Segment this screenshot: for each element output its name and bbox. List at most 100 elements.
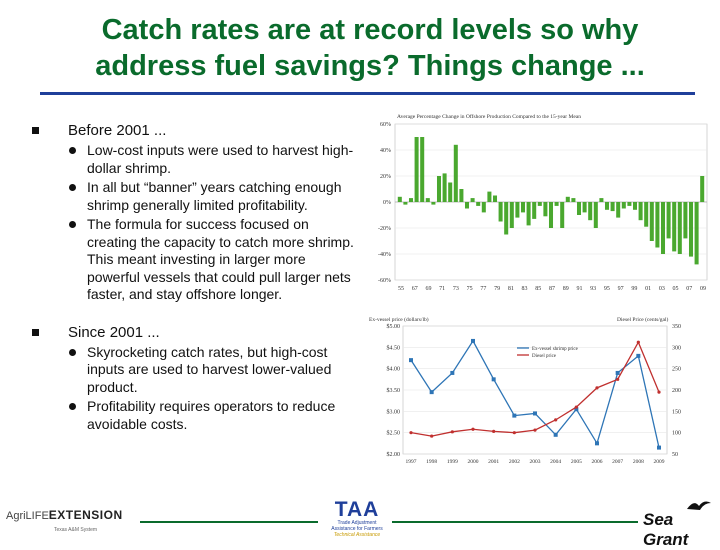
chart-title: Average Percentage Change in Offshore Pr… bbox=[397, 113, 581, 120]
legend-label: Diesel price bbox=[532, 354, 557, 359]
round-bullet-icon bbox=[69, 348, 76, 356]
bar bbox=[582, 202, 587, 213]
x-tick-label: 2005 bbox=[571, 459, 582, 465]
bird-icon bbox=[687, 501, 711, 510]
data-point bbox=[450, 430, 454, 434]
bar bbox=[588, 202, 593, 221]
bar bbox=[560, 202, 565, 228]
bar bbox=[700, 176, 705, 202]
bar bbox=[593, 202, 598, 228]
extension-text: EXTENSION bbox=[48, 508, 123, 522]
bar bbox=[431, 202, 436, 205]
data-point bbox=[450, 370, 455, 375]
round-bullet-icon bbox=[69, 403, 76, 410]
sea-grant-logo: Sea Grant bbox=[643, 510, 720, 550]
x-tick-label: 2003 bbox=[530, 459, 541, 465]
sub-bullet-text: Profitability requires operators to redu… bbox=[87, 398, 336, 432]
data-point bbox=[430, 434, 434, 438]
right-tick-label: 150 bbox=[672, 409, 681, 415]
bar bbox=[554, 202, 559, 206]
x-tick-label: 97 bbox=[618, 286, 624, 292]
x-tick-label: 73 bbox=[453, 286, 459, 292]
bar bbox=[442, 173, 447, 202]
footer-rule-right bbox=[392, 521, 638, 523]
square-bullet-icon bbox=[32, 328, 39, 336]
sub-bullet: In all but “banner” years catching enoug… bbox=[68, 179, 360, 214]
bar bbox=[683, 202, 688, 239]
x-tick-label: 2008 bbox=[633, 459, 644, 465]
sea-grant-text: Sea Grant bbox=[643, 510, 689, 549]
right-tick-label: 250 bbox=[672, 367, 681, 373]
data-point bbox=[409, 431, 413, 435]
taa-subtitle-1: Trade Adjustment bbox=[337, 520, 377, 526]
data-point bbox=[533, 428, 537, 432]
round-bullet-icon bbox=[69, 221, 76, 228]
x-tick-label: 85 bbox=[535, 286, 541, 292]
bar bbox=[414, 137, 419, 202]
right-tick-label: 100 bbox=[672, 431, 681, 437]
data-point bbox=[574, 407, 579, 412]
sub-bullet-text: Low-cost inputs were used to harvest hig… bbox=[87, 142, 354, 176]
taa-tagline: Technical Assistance bbox=[333, 532, 381, 538]
bar bbox=[420, 137, 425, 202]
x-tick-label: 69 bbox=[425, 286, 431, 292]
x-tick-label: 2002 bbox=[509, 459, 520, 465]
data-point bbox=[595, 386, 599, 390]
round-bullet-icon bbox=[69, 184, 76, 191]
data-point bbox=[492, 429, 496, 433]
x-tick-label: 2004 bbox=[550, 459, 561, 465]
x-tick-label: 2000 bbox=[468, 459, 479, 465]
taa-text: TAA bbox=[334, 498, 380, 521]
right-axis-title: Diesel Price (cents/gal) bbox=[617, 316, 668, 323]
bar bbox=[492, 195, 498, 202]
x-tick-label: 03 bbox=[659, 286, 665, 292]
bar bbox=[694, 202, 699, 265]
x-tick-label: 2006 bbox=[592, 459, 603, 465]
bar bbox=[509, 202, 514, 228]
bar bbox=[498, 202, 503, 222]
production-change-bar-chart: Average Percentage Change in Offshore Pr… bbox=[378, 113, 708, 292]
bar bbox=[548, 202, 554, 228]
bar bbox=[638, 202, 643, 221]
y-tick-label: -60% bbox=[378, 278, 391, 284]
data-point bbox=[471, 338, 475, 343]
bar bbox=[397, 196, 402, 202]
bullet-heading: Since 2001 ... bbox=[68, 323, 160, 341]
x-tick-label: 83 bbox=[522, 286, 528, 292]
sub-bullet-text: The formula for success focused on creat… bbox=[87, 216, 354, 302]
bar bbox=[520, 202, 526, 213]
x-tick-label: 91 bbox=[576, 286, 582, 292]
data-point bbox=[615, 370, 620, 375]
bar bbox=[649, 202, 654, 241]
y-tick-label: 0% bbox=[383, 200, 391, 206]
bullet-since-2001: Since 2001 ... Skyrocketing catch rates,… bbox=[30, 324, 360, 434]
bar bbox=[666, 202, 671, 239]
bar bbox=[487, 191, 492, 202]
slide-title: Catch rates are at record levels so why … bbox=[40, 12, 700, 84]
taa-subtitle-2: Assistance for Farmers bbox=[331, 526, 383, 532]
footer-rule-left bbox=[140, 521, 318, 523]
sub-bullet-text: In all but “banner” years catching enoug… bbox=[87, 179, 342, 213]
data-point bbox=[657, 445, 661, 450]
price-line-chart: Ex-vessel price (dollars/lb) Diesel Price… bbox=[369, 316, 681, 465]
x-tick-label: 2001 bbox=[488, 459, 499, 465]
agrilife-subtitle: Texas A&M System bbox=[54, 527, 98, 533]
data-point bbox=[409, 358, 413, 363]
data-point bbox=[471, 427, 475, 431]
left-tick-label: $3.00 bbox=[387, 408, 401, 415]
agrilife-text: AgriLIFE bbox=[6, 510, 49, 522]
x-tick-label: 81 bbox=[508, 286, 514, 292]
slide-title-line-2: address fuel savings? Things change ... bbox=[95, 50, 645, 82]
bar bbox=[532, 202, 537, 219]
bar bbox=[627, 202, 632, 206]
data-point bbox=[512, 431, 516, 435]
bar bbox=[481, 202, 486, 213]
right-tick-label: 300 bbox=[672, 345, 681, 351]
bar bbox=[632, 202, 638, 210]
bar bbox=[660, 202, 666, 254]
sub-bullet: Profitability requires operators to redu… bbox=[68, 398, 360, 433]
bar bbox=[403, 202, 408, 205]
bullet-heading: Before 2001 ... bbox=[68, 122, 167, 139]
bar bbox=[543, 202, 548, 217]
right-tick-label: 50 bbox=[672, 452, 678, 458]
